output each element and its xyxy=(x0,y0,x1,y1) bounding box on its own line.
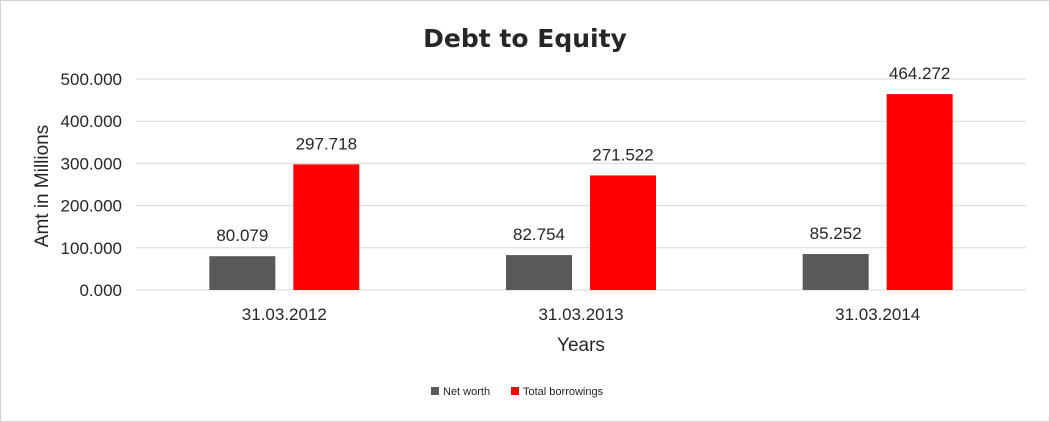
bar xyxy=(209,256,276,290)
bar xyxy=(590,175,656,290)
data-label: 85.252 xyxy=(810,224,862,243)
y-tick-label: 500.000 xyxy=(61,70,122,89)
x-tick-label: 31.03.2014 xyxy=(835,305,920,324)
bar xyxy=(506,255,572,290)
data-label: 464.272 xyxy=(889,64,950,83)
gridlines xyxy=(136,78,1026,291)
bar xyxy=(293,164,360,290)
legend: Net worth Total borrowings xyxy=(431,386,604,398)
bars xyxy=(209,94,953,291)
y-tick-label: 200.000 xyxy=(61,197,122,216)
y-axis-ticks: 0.000 100.000 200.000 300.000 400.000 500.000 xyxy=(61,70,122,300)
y-tick-label: 0.000 xyxy=(79,281,122,300)
chart-title: Debt to Equity xyxy=(423,24,627,53)
legend-swatch xyxy=(431,387,439,395)
bar xyxy=(886,94,953,291)
data-label: 297.718 xyxy=(296,134,357,153)
y-tick-label: 100.000 xyxy=(61,239,122,258)
x-tick-label: 31.03.2013 xyxy=(538,305,623,324)
y-axis-title: Amt in Millions xyxy=(32,125,53,247)
data-label: 80.079 xyxy=(216,226,268,245)
x-axis-title: Years xyxy=(557,335,605,356)
y-tick-label: 400.000 xyxy=(61,112,122,131)
legend-label: Total borrowings xyxy=(523,386,604,398)
data-label: 82.754 xyxy=(513,225,565,244)
legend-swatch xyxy=(511,387,519,395)
data-label: 271.522 xyxy=(592,145,653,164)
legend-label: Net worth xyxy=(443,386,490,398)
bar xyxy=(802,254,869,290)
x-axis-ticks: 31.03.2012 31.03.2013 31.03.2014 xyxy=(242,305,920,324)
x-tick-label: 31.03.2012 xyxy=(242,305,327,324)
data-labels: 80.079 297.718 82.754 271.522 85.252 464.272 xyxy=(216,64,950,245)
y-tick-label: 300.000 xyxy=(61,154,122,173)
